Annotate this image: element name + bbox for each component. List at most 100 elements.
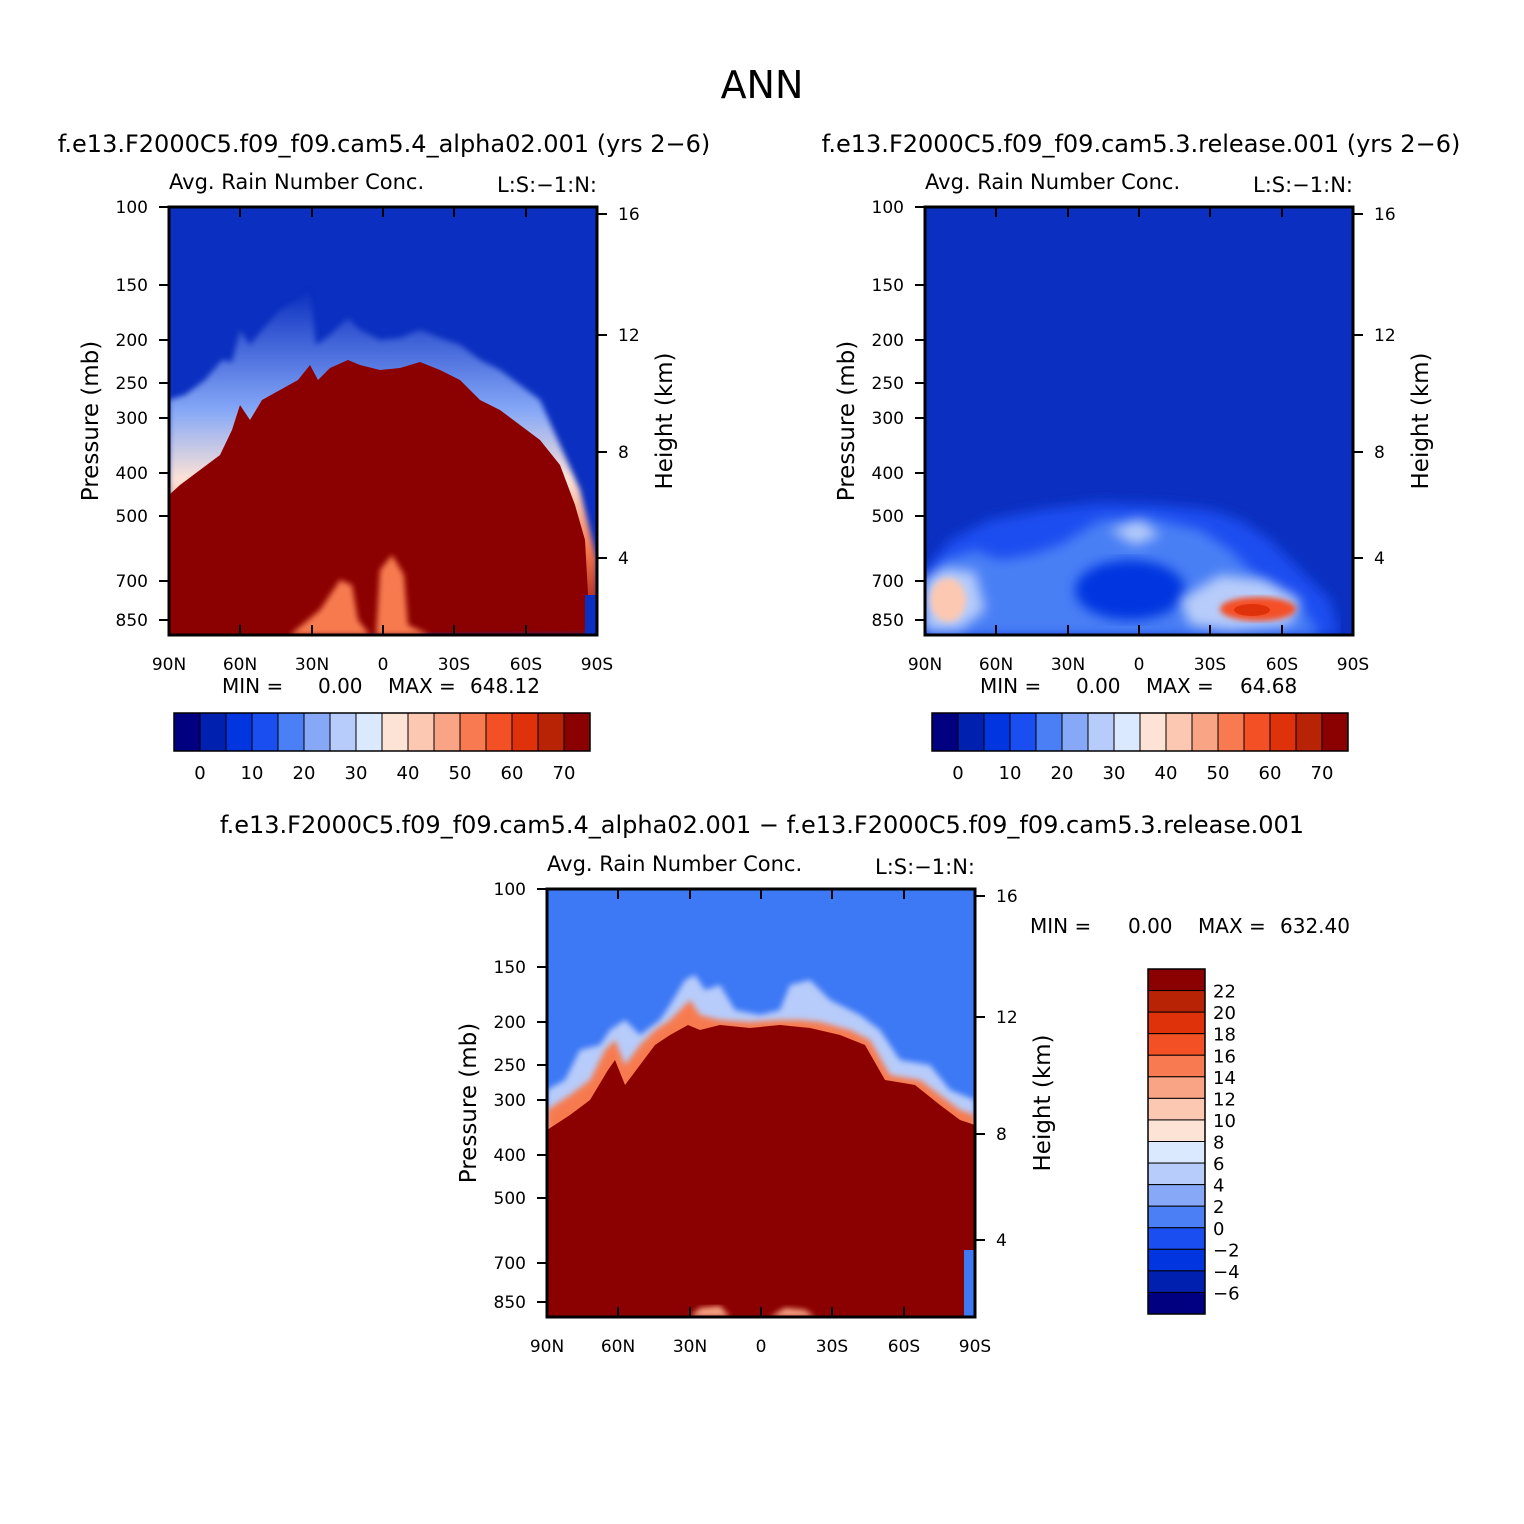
panel-2-peak-core [1234, 604, 1270, 616]
panel-2-y2tick-label: 8 [1374, 443, 1385, 463]
panel-3-colorbar-label: −6 [1213, 1283, 1240, 1304]
panel-2-xtick-label: 0 [1134, 655, 1145, 675]
panel-1-y2tick-label: 16 [618, 205, 640, 225]
panel-2-colorbar-label: 50 [1207, 763, 1230, 784]
panel-2-colorbar-swatch [1191, 712, 1219, 752]
panel-2-min-value: 0.00 [1076, 674, 1121, 698]
panel-3-colorbar-swatch [1147, 1011, 1206, 1035]
panel-2-colorbar-swatch [1269, 712, 1297, 752]
panel-3-colorbar-swatch [1147, 1227, 1206, 1250]
panel-2-colorbar-outline [931, 712, 1349, 752]
panel-2-colorbar-swatch [1087, 712, 1115, 752]
panel-2-y2tick-label: 16 [1374, 205, 1396, 225]
panel-2-variable-flag: L:S:−1:N: [1253, 173, 1353, 197]
panel-2-ytick-label: 250 [872, 374, 904, 394]
panel-1-variable-flag: L:S:−1:N: [497, 173, 597, 197]
panel-1-xtick-label: 30N [295, 655, 329, 675]
panel-1-colorbar-swatch [563, 712, 591, 752]
panel-3-high-region [547, 1025, 975, 1317]
panel-2-inner-core [1075, 560, 1185, 620]
panel-3-ytick-label: 400 [494, 1146, 526, 1166]
panel-1-y2-ticks: 16 12 8 4 [597, 205, 640, 569]
panel-2-ylabel: Pressure (mb) [834, 341, 860, 501]
panel-1-colorbar-label: 60 [501, 763, 524, 784]
panel-3-colorbar-label: 12 [1213, 1089, 1236, 1110]
panel-2-y2label: Height (km) [1408, 352, 1434, 489]
panel-2-colorbar-swatch [1295, 712, 1323, 752]
panel-1-variable-title: Avg. Rain Number Conc. [169, 170, 424, 194]
panel-3-colorbar-label: 4 [1213, 1176, 1224, 1197]
panel-3-xtick-label: 60S [888, 1337, 920, 1357]
panel-1-colorbar-swatch [381, 712, 409, 752]
panel-2-max-label: MAX = [1146, 674, 1214, 698]
panel-2-ytick-label: 700 [872, 572, 904, 592]
panel-3-colorbar-swatch [1147, 1141, 1206, 1164]
panel-1-colorbar-swatch [199, 712, 227, 752]
panel-2-case-title: f.e13.F2000C5.f09_f09.cam5.3.release.001… [822, 130, 1461, 158]
panel-1-xtick-label: 90N [152, 655, 186, 675]
panel-3-colorbar-label: 6 [1213, 1154, 1224, 1175]
panel-1-min-value: 0.00 [318, 674, 363, 698]
panel-3-xtick-label: 0 [756, 1337, 767, 1357]
panel-3-y2tick-label: 12 [996, 1008, 1018, 1028]
panel-1-x-ticks: 90N 60N 30N 0 30S 60S 90S [152, 207, 613, 675]
panel-3-colorbar-swatch [1147, 1248, 1206, 1272]
panel-3-y2tick-label: 4 [996, 1231, 1007, 1251]
panel-2-field [925, 207, 1353, 635]
panel-1-low-patch [290, 555, 430, 635]
panel-1-xtick-label: 60N [223, 655, 257, 675]
panel-3-xtick-label: 30S [816, 1337, 848, 1357]
panel-3-colorbar-swatch [1147, 1097, 1206, 1121]
page-title: ANN [721, 63, 804, 107]
panel-2-y2tick-label: 4 [1374, 549, 1385, 569]
panel-2-colorbar-swatch [1061, 712, 1089, 752]
panel-3-colorbar-swatch [1147, 1291, 1206, 1315]
panel-3-y2label: Height (km) [1030, 1034, 1056, 1171]
panel-2-colorbar-swatch [983, 712, 1011, 752]
panel-2: f.e13.F2000C5.f09_f09.cam5.3.release.001… [822, 130, 1461, 784]
panel-2-min-label: MIN = [980, 674, 1041, 698]
panel-1-max-value: 648.12 [470, 674, 540, 698]
panel-1-colorbar: 0 10 20 30 40 50 60 70 [173, 712, 591, 784]
panel-1-colorbar-label: 0 [194, 763, 205, 784]
panel-3-min-value: 0.00 [1128, 914, 1173, 938]
panel-3-y2tick-label: 16 [996, 887, 1018, 907]
panel-1-colorbar-swatch [251, 712, 279, 752]
panel-1-colorbar-swatch [329, 712, 357, 752]
panel-1-colorbar-swatch [407, 712, 435, 752]
panel-1-colorbar-label: 50 [449, 763, 472, 784]
panel-2-colorbar-swatch [1217, 712, 1245, 752]
panel-3-colorbar-swatch [1147, 1162, 1206, 1186]
panel-2-colorbar-swatch [1035, 712, 1063, 752]
panel-1-ytick-label: 150 [116, 276, 148, 296]
panel-2-x-ticks: 90N 60N 30N 0 30S 60S 90S [908, 207, 1369, 675]
panel-2-colorbar-swatch [1009, 712, 1037, 752]
panel-1-colorbar-swatch [225, 712, 253, 752]
panel-3-ytick-label: 700 [494, 1254, 526, 1274]
panel-3-colorbar-label: −4 [1213, 1262, 1240, 1283]
panel-1-colorbar-swatch [511, 712, 539, 752]
panel-2-xtick-label: 90S [1337, 655, 1369, 675]
panel-3-ytick-label: 300 [494, 1091, 526, 1111]
panel-1-ytick-label: 100 [116, 198, 148, 218]
panel-3-xtick-label: 60N [601, 1337, 635, 1357]
panel-1-min-label: MIN = [222, 674, 283, 698]
panel-1-ytick-label: 500 [116, 507, 148, 527]
panel-3-colorbar-label: 8 [1213, 1133, 1224, 1154]
panel-2-ytick-label: 100 [872, 198, 904, 218]
panel-2-xtick-label: 30S [1194, 655, 1226, 675]
panel-1-xtick-label: 30S [438, 655, 470, 675]
panel-1-y2tick-label: 8 [618, 443, 629, 463]
panel-1-colorbar-outline [173, 712, 591, 752]
panel-3-ytick-label: 200 [494, 1013, 526, 1033]
panel-2-colorbar-label: 0 [952, 763, 963, 784]
panel-2-y-ticks: 100 150 200 250 300 400 500 700 850 [872, 198, 925, 631]
panel-3-colorbar-swatch [1147, 990, 1206, 1013]
panel-3-colorbar-swatch [1147, 1184, 1206, 1207]
panel-3-y2tick-label: 8 [996, 1125, 1007, 1145]
panel-1-xtick-label: 60S [510, 655, 542, 675]
panel-3-y2-ticks: 16 12 8 4 [975, 887, 1018, 1251]
panel-3-colorbar-label: 18 [1213, 1025, 1236, 1046]
